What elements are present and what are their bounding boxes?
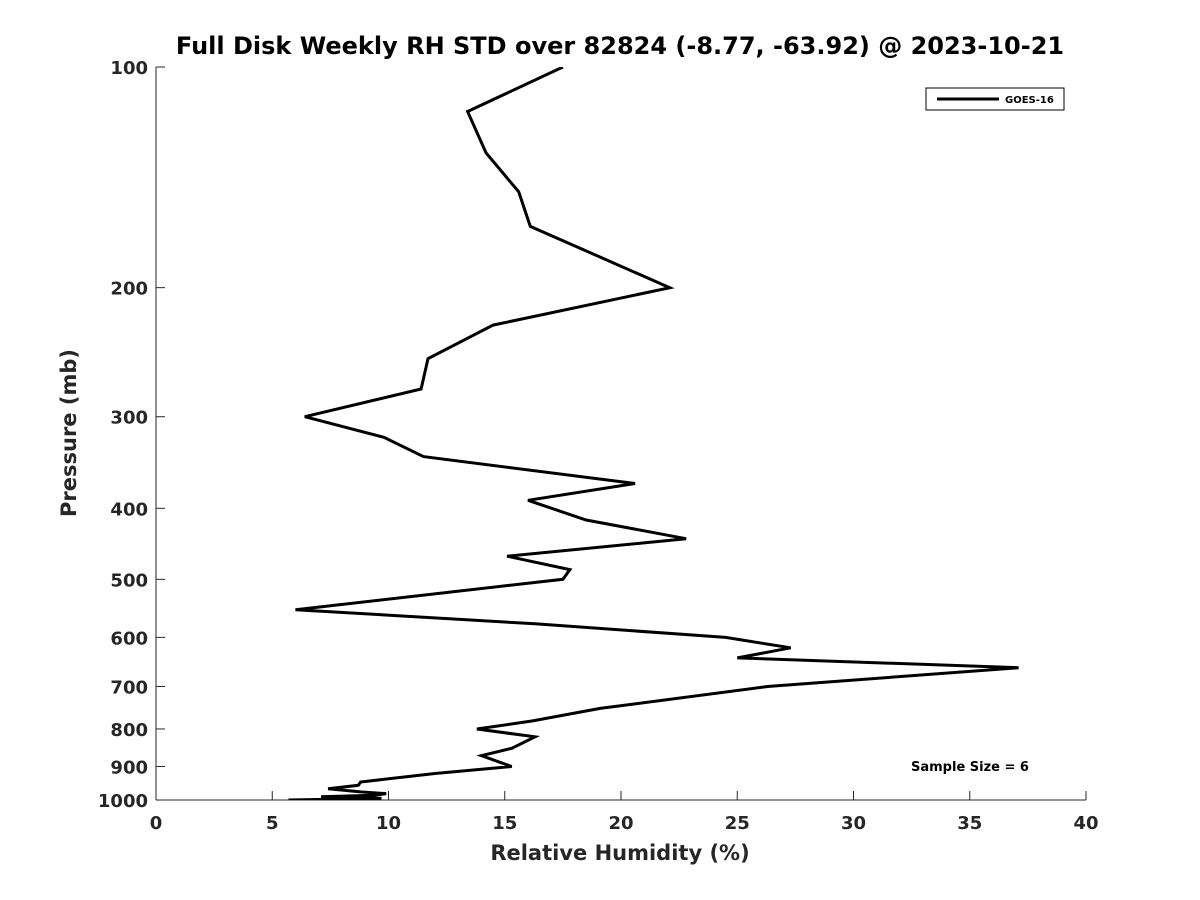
y-tick-label: 300 — [110, 408, 148, 429]
y-tick-label: 500 — [110, 570, 148, 591]
y-tick-label: 800 — [110, 720, 148, 741]
series-line-goes-16 — [288, 67, 1019, 800]
sample-size-annotation: Sample Size = 6 — [911, 760, 1029, 775]
y-tick-label: 400 — [110, 499, 148, 520]
x-tick-label: 25 — [725, 813, 750, 834]
x-tick-label: 35 — [957, 813, 982, 834]
x-tick-label: 15 — [492, 813, 517, 834]
x-tick-label: 5 — [266, 813, 279, 834]
y-axis-label: Pressure (mb) — [57, 349, 81, 517]
x-axis-label: Relative Humidity (%) — [490, 841, 749, 865]
plot-area: 0 5 10 15 20 25 30 35 40 100 200 300 400 500 600 700 800… — [98, 58, 1099, 834]
y-tick-label: 600 — [110, 628, 148, 649]
y-tick-label: 700 — [110, 677, 148, 698]
y-tick-label: 200 — [110, 279, 148, 300]
x-tick-label: 30 — [841, 813, 866, 834]
x-tick-label: 40 — [1073, 813, 1098, 834]
y-tick-label: 100 — [110, 58, 148, 79]
y-tick-label: 1000 — [98, 791, 148, 812]
x-tick-label: 10 — [376, 813, 401, 834]
x-tick-label: 0 — [150, 813, 163, 834]
x-tick-label: 20 — [608, 813, 633, 834]
legend-label-goes-16: GOES-16 — [1005, 95, 1054, 106]
legend: GOES-16 — [925, 87, 1065, 111]
y-tick-label: 900 — [110, 757, 148, 778]
chart-title: Full Disk Weekly RH STD over 82824 (-8.7… — [176, 32, 1064, 60]
